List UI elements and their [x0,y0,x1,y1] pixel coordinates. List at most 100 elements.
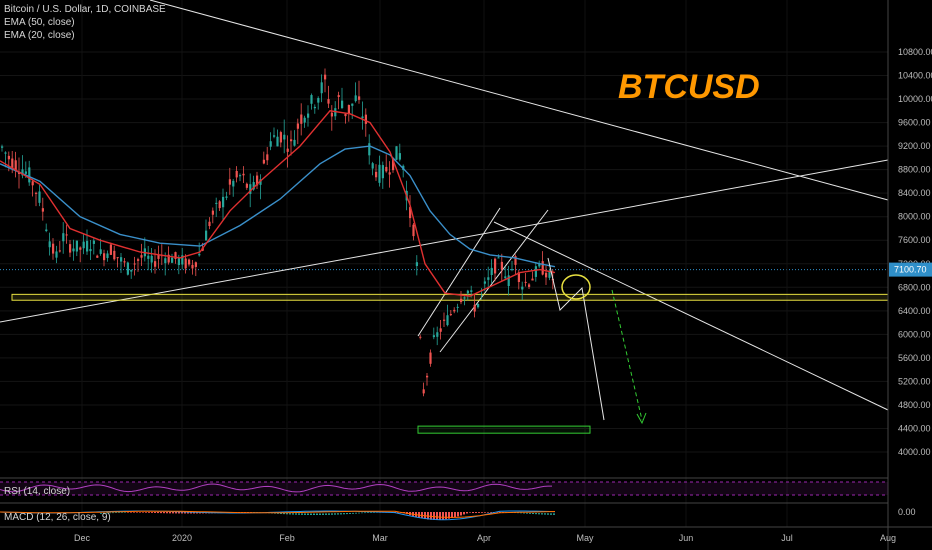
macd-histogram-bar [142,512,144,513]
trendline [149,0,889,201]
candle-body [225,196,228,198]
macd-histogram-bar [289,513,291,515]
price-tick-label: 8800.00 [898,165,931,175]
candle-body [150,255,153,263]
price-tick-label: 4400.00 [898,423,931,433]
candle-body [7,155,10,160]
macd-histogram-bar [319,513,321,515]
macd-histogram-bar [325,513,327,515]
macd-histogram-bar [538,513,540,515]
macd-histogram-bar [280,512,282,514]
candle-body [164,258,167,264]
macd-histogram-bar [112,512,114,514]
candle-body [35,192,38,194]
candle-body [375,171,378,178]
candle-body [72,248,75,252]
time-tick-label: Jun [679,533,694,543]
macd-histogram-bar [346,513,348,515]
candle-body [497,257,500,259]
candle-body [126,262,129,275]
candle-body [239,175,242,177]
candle-body [45,229,48,231]
ticker-annotation: BTCUSD [618,68,760,106]
trendline [0,159,889,323]
macd-histogram-bar [466,512,468,514]
macd-histogram-bar [349,512,351,514]
macd-histogram-bar [343,513,345,515]
macd-histogram-bar [340,513,342,515]
macd-histogram-bar [169,512,171,514]
candle-body [198,253,201,256]
macd-histogram-bar [442,512,444,520]
candle-body [208,221,211,227]
macd-histogram-bar [148,512,150,513]
macd-histogram-bar [535,513,537,515]
macd-histogram-bar [292,513,294,515]
candle-body [82,241,85,249]
macd-histogram-bar [139,512,141,513]
trendline [439,209,549,353]
macd-histogram-bar [322,513,324,515]
macd-label: MACD (12, 26, close, 9) [4,512,111,523]
ema20-line [0,110,556,297]
grid [0,0,889,527]
candle-body [92,240,95,244]
candle-body [31,181,34,186]
candle-body [378,164,381,183]
candle-body [130,269,133,272]
macd-histogram-bar [541,513,543,515]
candle-body [154,261,157,267]
candle-body [58,250,61,252]
candle-body [55,251,58,258]
macd-histogram-bar [115,512,117,513]
candle-body [262,159,265,164]
time-tick-label: Apr [477,533,491,543]
candle-body [242,173,245,176]
trendline [417,207,501,337]
macd-histogram-bar [283,513,285,515]
candle-body [548,270,551,278]
candle-body [470,290,473,292]
macd-histogram-bar [127,512,129,513]
candle-body [191,264,194,269]
price-tick-label: 7600.00 [898,235,931,245]
time-axis: Dec 2020 Feb Mar Apr May Jun Jul Aug [0,526,932,543]
candle-body [409,207,412,219]
macd-histogram-bar [136,512,138,513]
price-tick-label: 10800.00 [898,47,932,57]
candle-body [52,243,55,254]
candle-body [276,136,279,147]
macd-histogram-bar [193,512,195,514]
candle-body [545,272,548,278]
candle-body [347,104,350,114]
macd-histogram-bar [154,512,156,513]
candle-body [436,332,439,337]
macd-histogram-bar [130,512,132,513]
candle-body [21,169,24,176]
macd-histogram-bar [277,512,279,514]
macd-histogram-bar [355,512,357,514]
candle-body [494,258,497,274]
candle-body [337,95,340,97]
candle-body [524,281,527,283]
price-tick-label: 10000.00 [898,94,932,104]
candle-body [113,250,116,260]
candle-body [75,240,78,252]
macd-histogram-bar [118,512,120,513]
candle-body [109,244,112,255]
macd-histogram-bar [457,512,459,517]
macd-histogram-bar [181,512,183,514]
macd-histogram-bar [334,513,336,515]
time-tick-label: Jul [781,533,793,543]
candle-body [531,278,534,281]
candle-body [466,290,469,294]
candle-body [293,139,296,146]
candle-body [385,166,388,172]
rsi-pane [0,477,888,496]
macd-histogram-bar [166,512,168,514]
candle-body [327,99,330,104]
time-tick-label: Mar [372,533,388,543]
macd-histogram-bar [352,512,354,514]
